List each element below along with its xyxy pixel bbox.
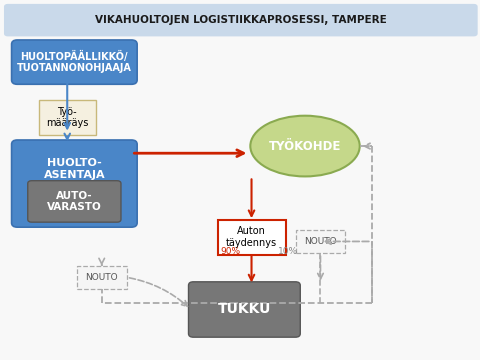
Text: 90%: 90% xyxy=(220,247,240,256)
FancyBboxPatch shape xyxy=(77,266,127,289)
Text: NOUTO: NOUTO xyxy=(85,273,118,282)
FancyBboxPatch shape xyxy=(189,282,300,337)
FancyBboxPatch shape xyxy=(12,40,137,84)
Ellipse shape xyxy=(251,116,360,176)
FancyBboxPatch shape xyxy=(217,220,286,255)
Text: HUOLTO-
ASENTAJA: HUOLTO- ASENTAJA xyxy=(44,158,105,180)
Text: NOUTO: NOUTO xyxy=(304,237,337,246)
Text: TUKKU: TUKKU xyxy=(218,302,271,316)
Text: HUOLTOPÄÄLLIKKÖ/
TUOTANNONOHJAAJA: HUOLTOPÄÄLLIKKÖ/ TUOTANNONOHJAAJA xyxy=(17,51,132,73)
FancyBboxPatch shape xyxy=(28,181,121,222)
Text: TYÖKOHDE: TYÖKOHDE xyxy=(269,140,341,153)
Text: Työ-
määräys: Työ- määräys xyxy=(46,107,88,128)
FancyBboxPatch shape xyxy=(4,4,478,36)
Text: Auton
täydennys: Auton täydennys xyxy=(226,226,277,248)
Text: AUTO-
VARASTО: AUTO- VARASTО xyxy=(47,191,102,212)
FancyBboxPatch shape xyxy=(39,100,96,135)
Text: 10%: 10% xyxy=(278,247,299,256)
Text: VIKAHUOLTOJEN LOGISTIIKKAPROSESSI, TAMPERE: VIKAHUOLTOJEN LOGISTIIKKAPROSESSI, TAMPE… xyxy=(95,15,387,25)
FancyBboxPatch shape xyxy=(12,140,137,227)
FancyBboxPatch shape xyxy=(296,230,346,253)
